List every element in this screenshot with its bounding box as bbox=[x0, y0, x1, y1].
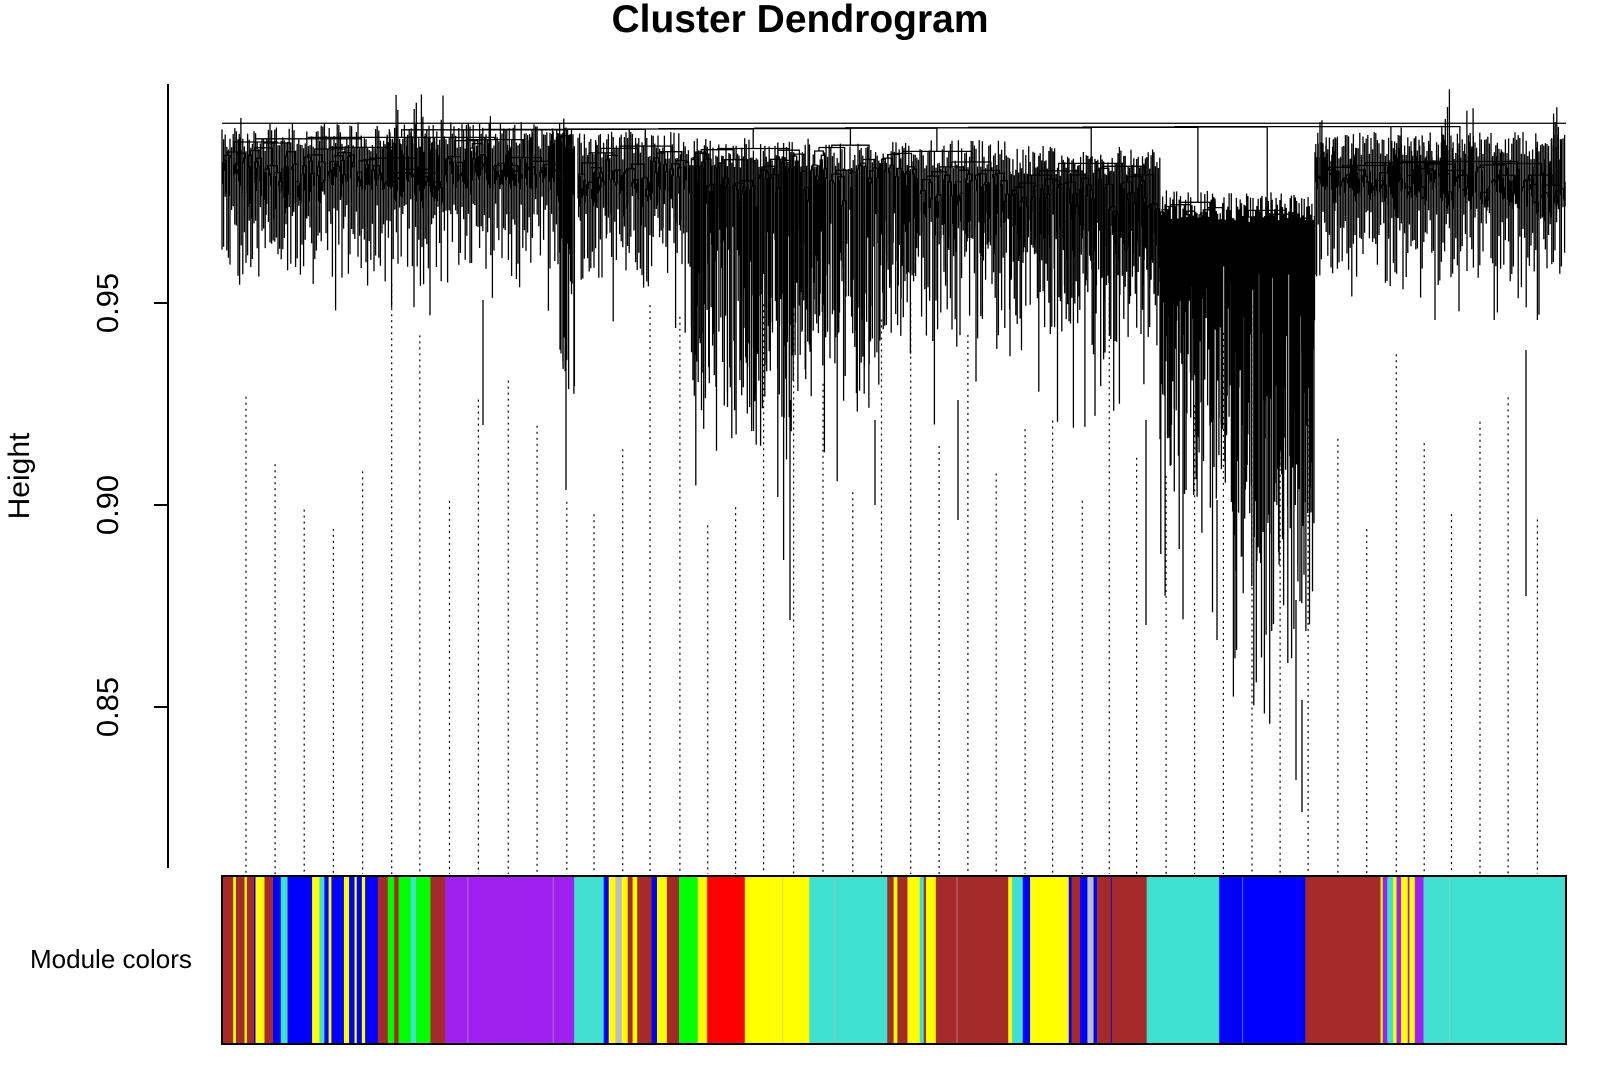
dendrogram-branches bbox=[221, 89, 1566, 812]
leaf-guide-path bbox=[245, 284, 1538, 874]
module-segment-7 bbox=[697, 876, 708, 1044]
module-segment-11 bbox=[887, 876, 939, 1044]
module-segment-13 bbox=[1008, 876, 1033, 1044]
module-segment-9 bbox=[744, 876, 810, 1044]
module-segment-15 bbox=[1068, 876, 1113, 1044]
module-segment-3 bbox=[445, 876, 575, 1044]
module-segment-18 bbox=[1219, 876, 1306, 1044]
dendrogram-branch-path bbox=[221, 89, 1566, 812]
module-bar-border bbox=[221, 875, 1567, 1045]
module-segment-2 bbox=[377, 876, 446, 1044]
module-segment-5 bbox=[603, 876, 680, 1044]
module-segment-14 bbox=[1032, 876, 1070, 1044]
module-segment-0 bbox=[222, 876, 274, 1044]
leaf-guide-lines bbox=[245, 284, 1538, 874]
module-segment-10 bbox=[809, 876, 888, 1044]
chart-title: Cluster Dendrogram bbox=[611, 0, 989, 41]
module-segment-21 bbox=[1423, 876, 1567, 1044]
module-segment-4 bbox=[574, 876, 605, 1044]
module-segment-19 bbox=[1305, 876, 1381, 1044]
module-segment-1 bbox=[273, 876, 379, 1044]
y-tick-label-0: 0.85 bbox=[90, 677, 125, 737]
module-segment-17 bbox=[1146, 876, 1220, 1044]
module-color-bar bbox=[221, 875, 1567, 1045]
module-segment-20 bbox=[1380, 876, 1424, 1044]
y-tick-label-1: 0.90 bbox=[90, 475, 125, 535]
y-tick-label-2: 0.95 bbox=[90, 273, 125, 333]
y-axis: 0.85 0.90 0.95 bbox=[90, 84, 169, 868]
module-segment-16 bbox=[1111, 876, 1148, 1044]
module-segment-8 bbox=[707, 876, 746, 1044]
module-segment-12 bbox=[938, 876, 1009, 1044]
module-colors-label: Module colors bbox=[30, 944, 192, 974]
module-segment-6 bbox=[678, 876, 699, 1044]
